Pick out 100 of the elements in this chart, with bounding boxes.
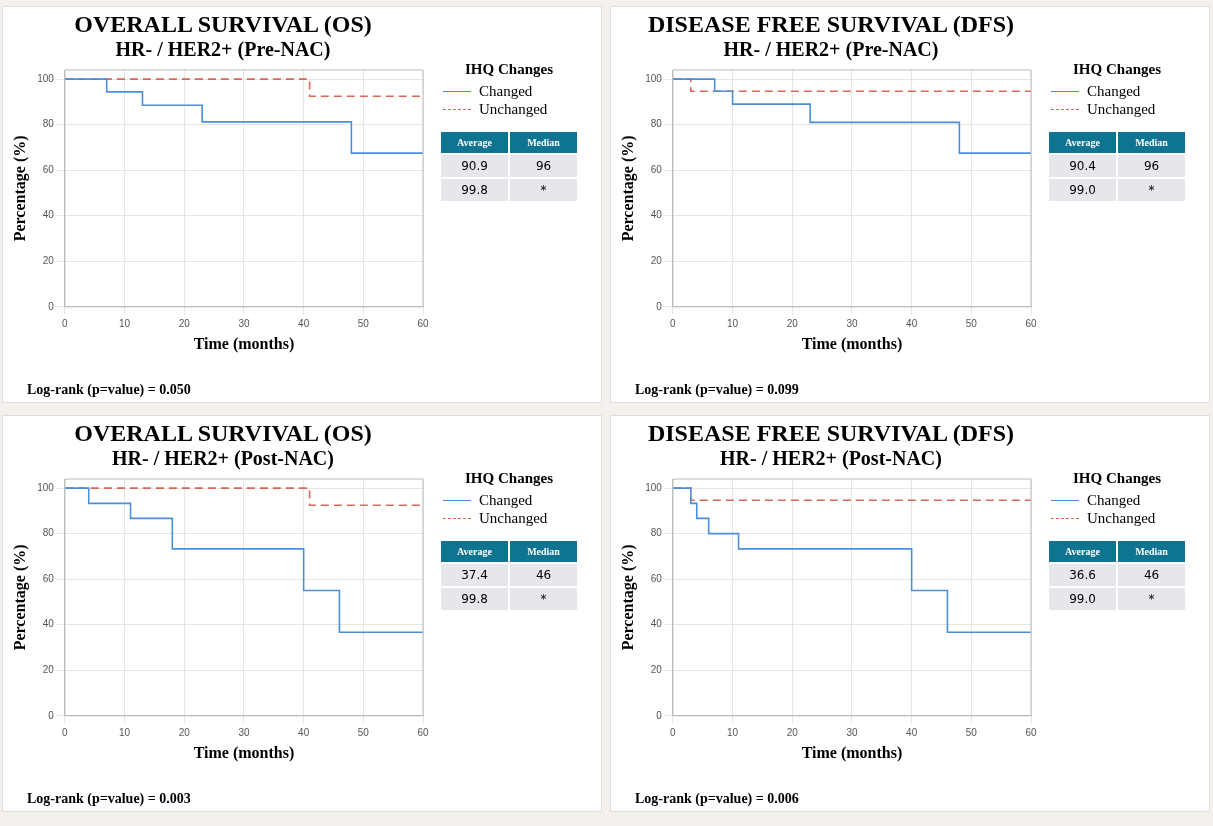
x-tick-label: 40 bbox=[906, 726, 918, 738]
y-tick-label: 100 bbox=[645, 72, 663, 84]
x-tick-label: 50 bbox=[965, 726, 978, 738]
legend-title: IHQ Changes bbox=[464, 470, 554, 487]
x-axis-title: Time (months) bbox=[801, 334, 903, 353]
x-tick-label: 10 bbox=[119, 317, 131, 329]
text: Median bbox=[1118, 541, 1185, 562]
y-tick-label: 60 bbox=[42, 163, 55, 175]
text: 96 bbox=[1118, 155, 1185, 177]
legend-label: Unchanged bbox=[1087, 509, 1156, 527]
text: * bbox=[1118, 179, 1185, 201]
x-tick-label: 10 bbox=[727, 726, 739, 738]
x-tick-label: 60 bbox=[1025, 317, 1037, 329]
y-tick-label: 80 bbox=[42, 118, 55, 130]
text: 99.0 bbox=[1049, 179, 1117, 201]
text: 99.8 bbox=[441, 588, 509, 610]
y-tick-label: 0 bbox=[48, 300, 55, 312]
y-tick-label: 0 bbox=[48, 709, 55, 721]
text: Median bbox=[1118, 132, 1185, 153]
x-tick-label: 40 bbox=[298, 317, 310, 329]
y-tick-label: 0 bbox=[656, 300, 663, 312]
x-tick-label: 20 bbox=[178, 317, 191, 329]
x-axis-title: Time (months) bbox=[193, 743, 295, 762]
y-tick-label: 20 bbox=[42, 255, 55, 267]
text: Log-rank (p=value) = 0.003 bbox=[27, 791, 191, 807]
legend-label: Unchanged bbox=[1087, 100, 1156, 118]
x-tick-label: 60 bbox=[417, 726, 429, 738]
x-tick-label: 60 bbox=[1025, 726, 1037, 738]
text: Median bbox=[510, 132, 577, 153]
text: Average bbox=[1049, 132, 1117, 153]
text: 46 bbox=[1118, 564, 1185, 586]
chart-subtitle: HR- / HER2+ (Post-NAC) bbox=[111, 447, 335, 470]
y-tick-label: 80 bbox=[650, 527, 663, 539]
text: 90.9 bbox=[441, 155, 509, 177]
y-tick-label: 60 bbox=[42, 572, 55, 584]
legend-label: Unchanged bbox=[479, 100, 548, 118]
chart-subtitle: HR- / HER2+ (Pre-NAC) bbox=[114, 38, 332, 61]
x-tick-label: 0 bbox=[670, 726, 677, 738]
y-tick-label: 60 bbox=[650, 163, 663, 175]
x-tick-label: 30 bbox=[846, 317, 858, 329]
y-tick-label: 40 bbox=[650, 209, 663, 221]
x-tick-label: 40 bbox=[298, 726, 310, 738]
text: Average bbox=[441, 132, 509, 153]
y-axis-title: Percentage (%) bbox=[10, 544, 29, 651]
text: Average bbox=[1049, 541, 1117, 562]
y-tick-label: 40 bbox=[42, 209, 55, 221]
y-tick-label: 100 bbox=[37, 72, 55, 84]
text: Log-rank (p=value) = 0.006 bbox=[635, 791, 799, 807]
y-tick-label: 20 bbox=[650, 664, 663, 676]
x-tick-label: 10 bbox=[727, 317, 739, 329]
x-tick-label: 30 bbox=[846, 726, 858, 738]
x-tick-label: 50 bbox=[357, 317, 370, 329]
y-tick-label: 0 bbox=[656, 709, 663, 721]
y-tick-label: 20 bbox=[650, 255, 663, 267]
legend-title: IHQ Changes bbox=[1072, 61, 1162, 78]
chart-title: DISEASE FREE SURVIVAL (DFS) bbox=[646, 11, 1016, 38]
x-tick-label: 0 bbox=[62, 726, 69, 738]
legend-label: Unchanged bbox=[479, 509, 548, 527]
text: Median bbox=[510, 541, 577, 562]
x-tick-label: 40 bbox=[906, 317, 918, 329]
legend-label: Changed bbox=[1087, 82, 1141, 100]
y-tick-label: 100 bbox=[37, 481, 55, 493]
y-axis-title: Percentage (%) bbox=[10, 135, 29, 242]
legend-label: Changed bbox=[1087, 491, 1141, 509]
y-axis-title: Percentage (%) bbox=[618, 135, 637, 242]
y-tick-label: 100 bbox=[645, 481, 663, 493]
text: Average bbox=[441, 541, 509, 562]
y-tick-label: 60 bbox=[650, 572, 663, 584]
text: 46 bbox=[510, 564, 577, 586]
x-tick-label: 30 bbox=[238, 317, 250, 329]
y-tick-label: 20 bbox=[42, 664, 55, 676]
text: 37.4 bbox=[441, 564, 509, 586]
text: * bbox=[510, 179, 577, 201]
x-tick-label: 50 bbox=[965, 317, 978, 329]
x-tick-label: 20 bbox=[786, 726, 799, 738]
y-axis-title: Percentage (%) bbox=[618, 544, 637, 651]
x-tick-label: 20 bbox=[786, 317, 799, 329]
text: Log-rank (p=value) = 0.099 bbox=[635, 382, 799, 398]
text: 90.4 bbox=[1049, 155, 1117, 177]
x-tick-label: 0 bbox=[62, 317, 69, 329]
text: * bbox=[1118, 588, 1185, 610]
legend-title: IHQ Changes bbox=[464, 61, 554, 78]
y-tick-label: 80 bbox=[42, 527, 55, 539]
text: 36.6 bbox=[1049, 564, 1117, 586]
chart-title: OVERALL SURVIVAL (OS) bbox=[73, 11, 373, 38]
x-axis-title: Time (months) bbox=[801, 743, 903, 762]
text: Log-rank (p=value) = 0.050 bbox=[27, 382, 191, 398]
legend-label: Changed bbox=[479, 82, 533, 100]
x-tick-label: 0 bbox=[670, 317, 677, 329]
text: 99.0 bbox=[1049, 588, 1117, 610]
y-tick-label: 80 bbox=[650, 118, 663, 130]
legend-label: Changed bbox=[479, 491, 533, 509]
chart-subtitle: HR- / HER2+ (Post-NAC) bbox=[719, 447, 943, 470]
legend-title: IHQ Changes bbox=[1072, 470, 1162, 487]
x-tick-label: 50 bbox=[357, 726, 370, 738]
chart-title: OVERALL SURVIVAL (OS) bbox=[73, 420, 373, 447]
text: 99.8 bbox=[441, 179, 509, 201]
y-tick-label: 40 bbox=[650, 618, 663, 630]
x-axis-title: Time (months) bbox=[193, 334, 295, 353]
text: 96 bbox=[510, 155, 577, 177]
